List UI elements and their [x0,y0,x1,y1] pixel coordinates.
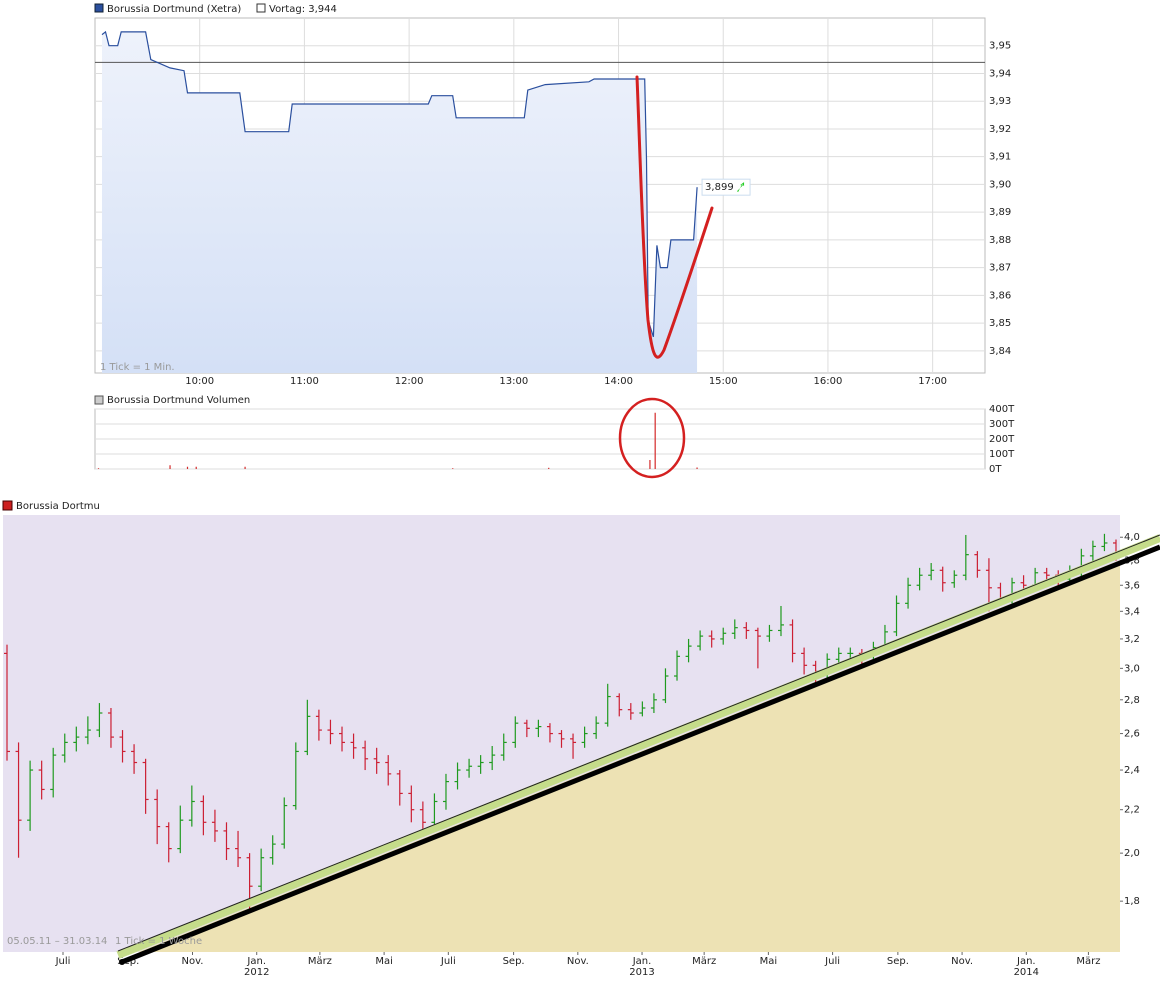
legend-label: Borussia Dortmund (Xetra) [107,4,241,15]
x-tick-label: Juli [824,956,840,967]
reference-label: Vortag: 3,944 [269,4,337,15]
y-tick-label: 3,90 [989,179,1011,190]
annotation-area [138,560,1120,952]
legend-label: Borussia Dortmu [16,501,100,512]
x-tick-label: Nov. [182,956,204,967]
y-tick-label: 400T [989,404,1015,415]
x-tick-label: Jan. 2013 [629,956,654,978]
x-tick-label: Mai [375,956,393,967]
x-tick-label: Nov. [951,956,973,967]
legend-label: Borussia Dortmund Volumen [107,395,250,406]
trend-line [121,544,1160,965]
x-tick-label: 11:00 [290,376,319,387]
y-tick-label: 3,2 [1124,634,1140,645]
x-tick-label: Jan. 2012 [244,956,269,978]
y-tick-label: 2,0 [1124,848,1140,859]
bar [244,466,246,469]
y-tick-label: 3,0 [1124,663,1140,674]
tick-note: 1 Tick = 1 Min. [100,362,175,373]
y-tick-label: 3,6 [1124,580,1140,591]
x-tick-label: 15:00 [709,376,738,387]
y-tick-label: 300T [989,419,1015,430]
y-tick-label: 3,95 [989,41,1011,52]
y-tick-label: 4,0 [1124,532,1140,543]
bar [97,468,100,469]
x-tick-label: 10:00 [185,376,214,387]
y-tick-label: 3,92 [989,124,1011,135]
x-tick-label: 17:00 [918,376,947,387]
x-tick-label: Jan. 2014 [1014,956,1039,978]
x-tick-label: 12:00 [395,376,424,387]
tick-note: 1 Tick = 1 Woche [115,936,202,947]
bar [169,465,171,469]
bar [649,460,651,469]
x-tick-label: Mai [760,956,778,967]
y-tick-label: 3,88 [989,235,1011,246]
y-tick-label: 3,87 [989,263,1011,274]
y-tick-label: 3,94 [989,68,1011,79]
trend-line [117,534,1160,952]
trend-band [116,534,1160,959]
x-tick-label: 16:00 [814,376,843,387]
y-tick-label: 2,2 [1124,805,1140,816]
y-tick-label: 100T [989,449,1015,460]
x-tick-label: März [692,956,716,967]
bar [654,412,656,469]
ohlc-layer: Juli Sep. Nov. Jan.2012 März Mai Juli Sep. Nov. J… [4,532,1140,978]
y-tick-label: 2,8 [1124,695,1140,706]
x-tick-label: März [1076,956,1100,967]
x-tick-label: 13:00 [499,376,528,387]
trend-arrow [737,182,745,193]
legend-swatch [94,3,104,13]
y-tick-label: 3,85 [989,318,1011,329]
y-tick-label: 1,8 [1124,896,1140,907]
legend-swatch [94,395,104,405]
period-note: 05.05.11 – 31.03.14 [7,936,107,947]
x-tick-label: März [308,956,332,967]
bar [452,468,454,469]
x-tick-label: Juli [55,956,71,967]
y-tick-label: 200T [989,434,1015,445]
y-tick-label: 2,6 [1124,729,1140,740]
y-tick-label: 3,91 [989,152,1011,163]
bar [548,467,550,469]
y-tick-label: 3,4 [1124,606,1140,617]
area [101,31,698,374]
bar [186,466,189,469]
x-tick-label: Sep. [503,956,525,967]
trend-dot [119,959,125,965]
annotation-curve [635,75,714,359]
bar [195,466,197,469]
legend-swatch [256,3,266,13]
x-tick-label: Juli [440,956,456,967]
line [101,30,698,338]
annotation-circle [618,397,686,479]
y-tick-label: 3,84 [989,346,1011,357]
y-tick-label: 2,4 [1124,765,1140,776]
x-tick-label: Sep. [887,956,909,967]
bar [696,467,698,469]
y-tick-label: 3,8 [1124,556,1140,567]
value-label: 3,899 [705,182,734,193]
y-tick-label: 3,93 [989,96,1011,107]
y-tick-label: 3,89 [989,207,1011,218]
y-tick-label: 0T [989,464,1002,475]
y-tick-label: 3,86 [989,290,1011,301]
x-tick-label: Nov. [567,956,589,967]
legend-swatch [2,500,13,511]
volume-layer: 0T 100T 200T 300T 400T [95,404,1015,475]
x-tick-label: 14:00 [604,376,633,387]
